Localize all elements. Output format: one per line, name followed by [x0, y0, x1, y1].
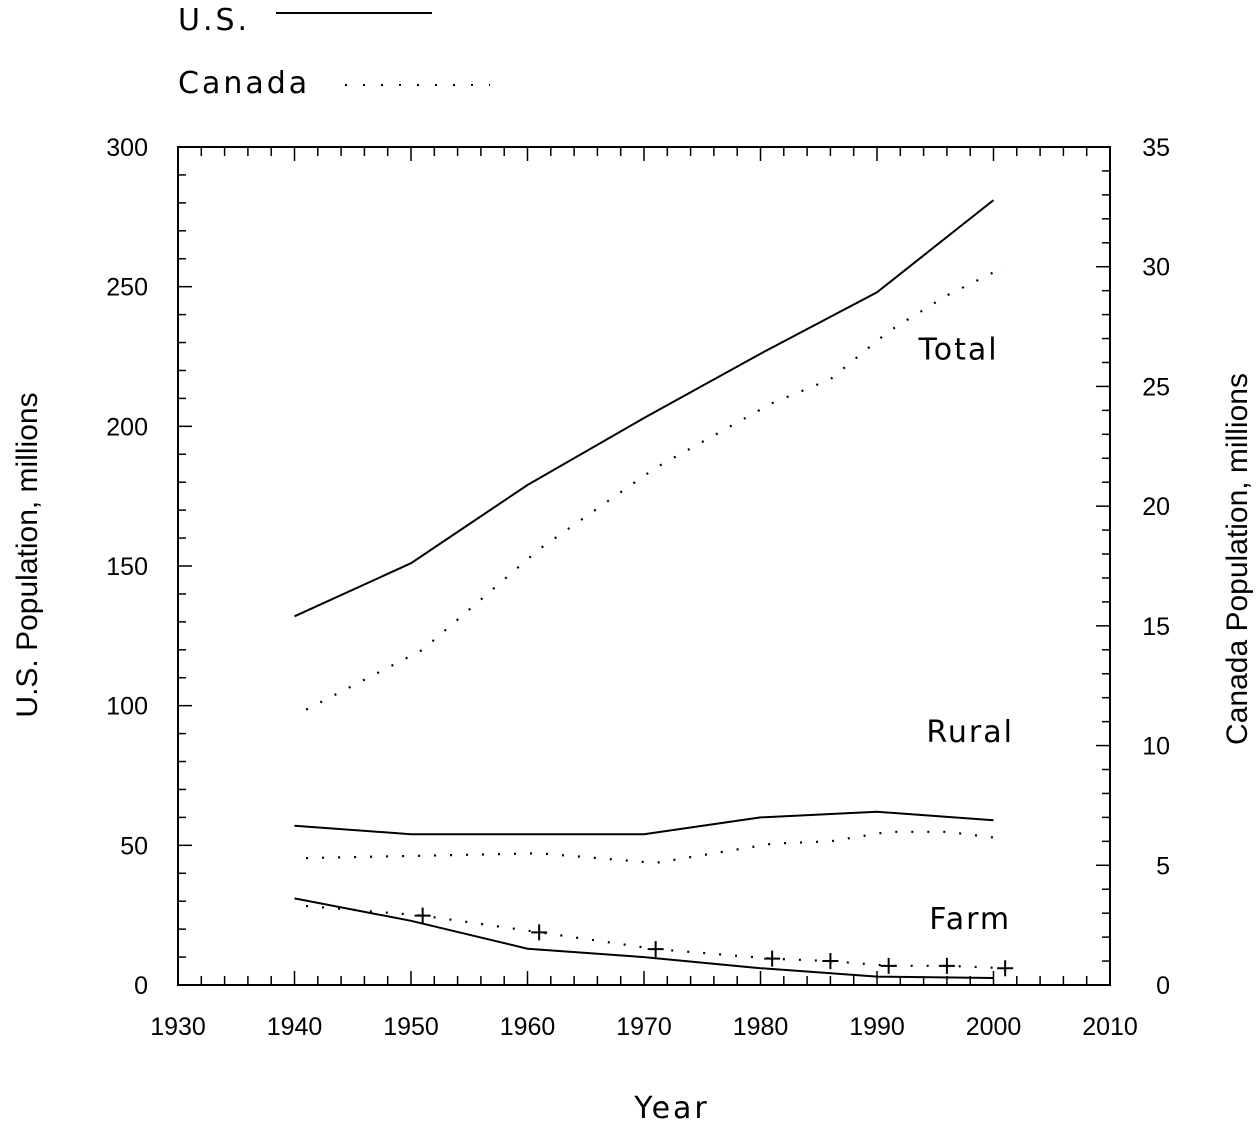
legend: U.S. Canada — [178, 3, 490, 101]
y-left-tick-label: 100 — [106, 693, 148, 721]
x-tick-label: 1970 — [616, 1013, 672, 1041]
series-line-us-rural — [294, 810, 994, 836]
y-left-tick-label: 250 — [106, 274, 148, 302]
series-line-canada-total — [305, 265, 1006, 711]
x-tick-label: 1930 — [150, 1013, 206, 1041]
series-layer — [294, 199, 1014, 979]
y-right-tick-label: 5 — [1156, 852, 1170, 880]
x-tick-label: 1990 — [849, 1013, 905, 1041]
series-line-canada-rural — [306, 830, 1006, 865]
y-right-tick-label: 35 — [1142, 134, 1170, 162]
y-left-tick-label: 200 — [106, 413, 148, 441]
legend-label-canada: Canada — [178, 66, 310, 101]
y-right-tick-label: 25 — [1142, 373, 1170, 401]
annotation-rural: Rural — [926, 715, 1014, 750]
x-tick-label: 2000 — [966, 1013, 1022, 1041]
axis-tick-labels: 1930 1940 1950 1960 1970 1980 1990 2000 20100501… — [106, 134, 1170, 1041]
y-right-tick-label: 10 — [1142, 733, 1170, 761]
x-tick-label: 2010 — [1082, 1013, 1138, 1041]
annotation-total: Total — [918, 332, 999, 367]
annotation-farm: Farm — [929, 902, 1011, 937]
x-tick-label: 1980 — [733, 1013, 789, 1041]
farm-plus-marker — [822, 953, 839, 970]
y-right-tick-label: 15 — [1142, 613, 1170, 641]
y-left-tick-label: 50 — [120, 832, 148, 860]
y-left-tick-label: 0 — [134, 972, 148, 1000]
y-right-tick-label: 30 — [1142, 254, 1170, 282]
farm-plus-marker — [414, 907, 431, 924]
series-line-us-total — [294, 199, 995, 618]
x-tick-label: 1950 — [383, 1013, 439, 1041]
farm-plus-marker — [938, 957, 955, 974]
farm-plus-marker — [880, 957, 897, 974]
x-tick-label: 1960 — [500, 1013, 556, 1041]
x-axis-title: Year — [633, 1091, 710, 1126]
series-line-canada-farm — [306, 904, 1006, 970]
y-right-tick-label: 20 — [1142, 493, 1170, 521]
x-tick-label: 1940 — [267, 1013, 323, 1041]
y-left-tick-label: 150 — [106, 553, 148, 581]
y-axis-left-title: U.S. Population, millions — [11, 392, 44, 717]
series-line-us-farm — [294, 897, 994, 979]
farm-plus-marker — [997, 960, 1014, 977]
y-axis-right-title: Canada Population, millions — [1221, 373, 1254, 745]
farm-plus-marker — [764, 950, 781, 967]
farm-plus-marker — [531, 924, 548, 941]
y-right-tick-label: 0 — [1156, 972, 1170, 1000]
legend-label-us: U.S. — [178, 3, 250, 38]
axis-ticks — [177, 146, 1111, 986]
farm-plus-marker — [647, 941, 664, 958]
y-left-tick-label: 300 — [106, 134, 148, 162]
